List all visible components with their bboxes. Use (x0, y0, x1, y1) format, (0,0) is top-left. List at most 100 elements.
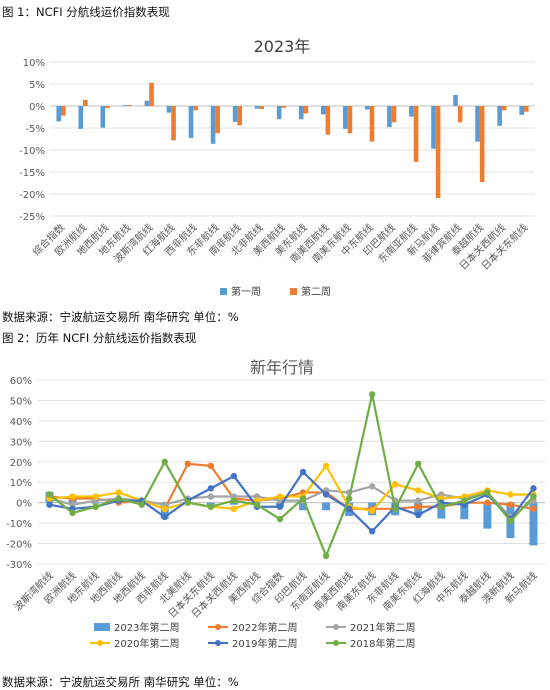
legend-label: 2020年第二周 (114, 637, 179, 650)
bar-2023年第二周 (483, 503, 491, 529)
point-2018年第二周 (231, 497, 237, 503)
bar-第一周 (299, 106, 304, 119)
legend-marker (215, 624, 221, 630)
bar-第二周 (105, 106, 110, 108)
bar-第二周 (127, 105, 132, 106)
y-tick-label: -10% (6, 519, 32, 530)
point-2018年第二周 (115, 495, 121, 501)
point-2018年第二周 (530, 493, 536, 499)
point-2019年第二周 (369, 528, 375, 534)
y-tick-label: -10% (19, 146, 45, 157)
point-2019年第二周 (300, 469, 306, 475)
chart-new-year-combo: 新年行情60%50%40%30%20%10%0%-10%-20%-30%波斯湾航… (0, 347, 550, 669)
y-tick-label: -30% (6, 560, 32, 571)
bar-第二周 (237, 106, 242, 125)
point-2018年第二周 (484, 489, 490, 495)
y-tick-label: 60% (10, 376, 32, 387)
bar-第一周 (233, 106, 238, 122)
point-2020年第二周 (231, 506, 237, 512)
point-2022年第二周 (484, 499, 490, 505)
point-2019年第二周 (323, 491, 329, 497)
point-2020年第二周 (92, 493, 98, 499)
bar-第一周 (255, 106, 260, 109)
bar-第二周 (370, 106, 375, 142)
bar-第一周 (387, 106, 392, 127)
bar-第二周 (458, 106, 463, 122)
point-2019年第二周 (208, 485, 214, 491)
legend-label: 2019年第二周 (232, 637, 297, 650)
bar-第二周 (502, 106, 507, 110)
y-tick-label: -20% (19, 190, 45, 201)
point-2022年第二周 (507, 502, 513, 508)
y-tick-label: 0% (16, 499, 32, 510)
point-2018年第二周 (438, 504, 444, 510)
chart-2023-bar: 2023年 10%5%0%-5%-10%-15%-20%-25%综合指数欧洲航线… (0, 20, 550, 308)
y-tick-label: -15% (19, 168, 45, 179)
point-2019年第二周 (162, 514, 168, 520)
bar-第一周 (453, 95, 458, 106)
bar-第一周 (497, 106, 502, 126)
line-2018年第二周 (50, 394, 534, 556)
legend-swatch (290, 288, 297, 295)
point-2019年第二周 (277, 504, 283, 510)
bar-2023年第二周 (322, 503, 330, 511)
figure-1-source: 数据来源：宁波航运交易所 南华研究 单位：% (2, 309, 239, 325)
point-2022年第二周 (530, 506, 536, 512)
bar-第一周 (101, 106, 106, 128)
y-tick-label: 30% (10, 437, 32, 448)
bar-第二周 (193, 106, 198, 110)
legend-label: 2023年第二周 (114, 621, 179, 634)
legend-label: 2021年第二周 (350, 621, 415, 634)
legend-marker (333, 624, 339, 630)
point-2020年第二周 (369, 508, 375, 514)
bar-第二周 (524, 106, 529, 112)
legend-label: 第一周 (231, 285, 261, 298)
y-tick-label: 40% (10, 417, 32, 428)
bar-第二周 (281, 106, 286, 108)
bar-第二周 (215, 106, 220, 133)
point-2018年第二周 (139, 502, 145, 508)
point-2018年第二周 (507, 518, 513, 524)
y-tick-label: -20% (6, 540, 32, 551)
point-2018年第二周 (208, 504, 214, 510)
bar-第一周 (56, 106, 61, 121)
chart1-title: 2023年 (254, 37, 311, 56)
figure-2-source: 数据来源：宁波航运交易所 南华研究 单位：% (2, 674, 239, 690)
figure-1-caption: 图 1：NCFI 分航线运价指数表现 (2, 4, 170, 20)
bar-第二周 (149, 83, 154, 106)
bar-第一周 (365, 106, 370, 110)
point-2018年第二周 (185, 499, 191, 505)
point-2020年第二周 (277, 493, 283, 499)
bar-第二周 (326, 106, 331, 135)
bar-第一周 (321, 106, 326, 114)
bar-第一周 (123, 105, 128, 106)
point-2018年第二周 (415, 461, 421, 467)
point-2018年第二周 (92, 504, 98, 510)
legend-label: 2018年第二周 (350, 637, 415, 650)
bar-第一周 (431, 106, 436, 149)
bar-第二周 (259, 106, 264, 109)
bar-第二周 (83, 100, 88, 106)
legend-marker (215, 640, 221, 646)
point-2022年第二周 (415, 504, 421, 510)
chart2-title: 新年行情 (250, 358, 314, 377)
bar-第二周 (304, 106, 309, 113)
y-tick-label: -25% (19, 212, 45, 223)
point-2018年第二周 (69, 510, 75, 516)
bar-第二周 (348, 106, 353, 133)
bar-第二周 (171, 106, 176, 140)
bar-第二周 (61, 106, 66, 116)
bar-第二周 (480, 106, 485, 182)
legend-label: 2022年第二周 (232, 621, 297, 634)
legend-marker (97, 640, 103, 646)
bar-第一周 (211, 106, 216, 144)
legend-label: 第二周 (301, 285, 331, 298)
point-2018年第二周 (392, 506, 398, 512)
point-2018年第二周 (300, 495, 306, 501)
point-2020年第二周 (323, 463, 329, 469)
y-tick-label: 20% (10, 458, 32, 469)
bar-第一周 (343, 106, 348, 129)
y-tick-label: 10% (23, 58, 45, 69)
legend-swatch (94, 623, 110, 631)
y-tick-label: -5% (26, 124, 45, 135)
